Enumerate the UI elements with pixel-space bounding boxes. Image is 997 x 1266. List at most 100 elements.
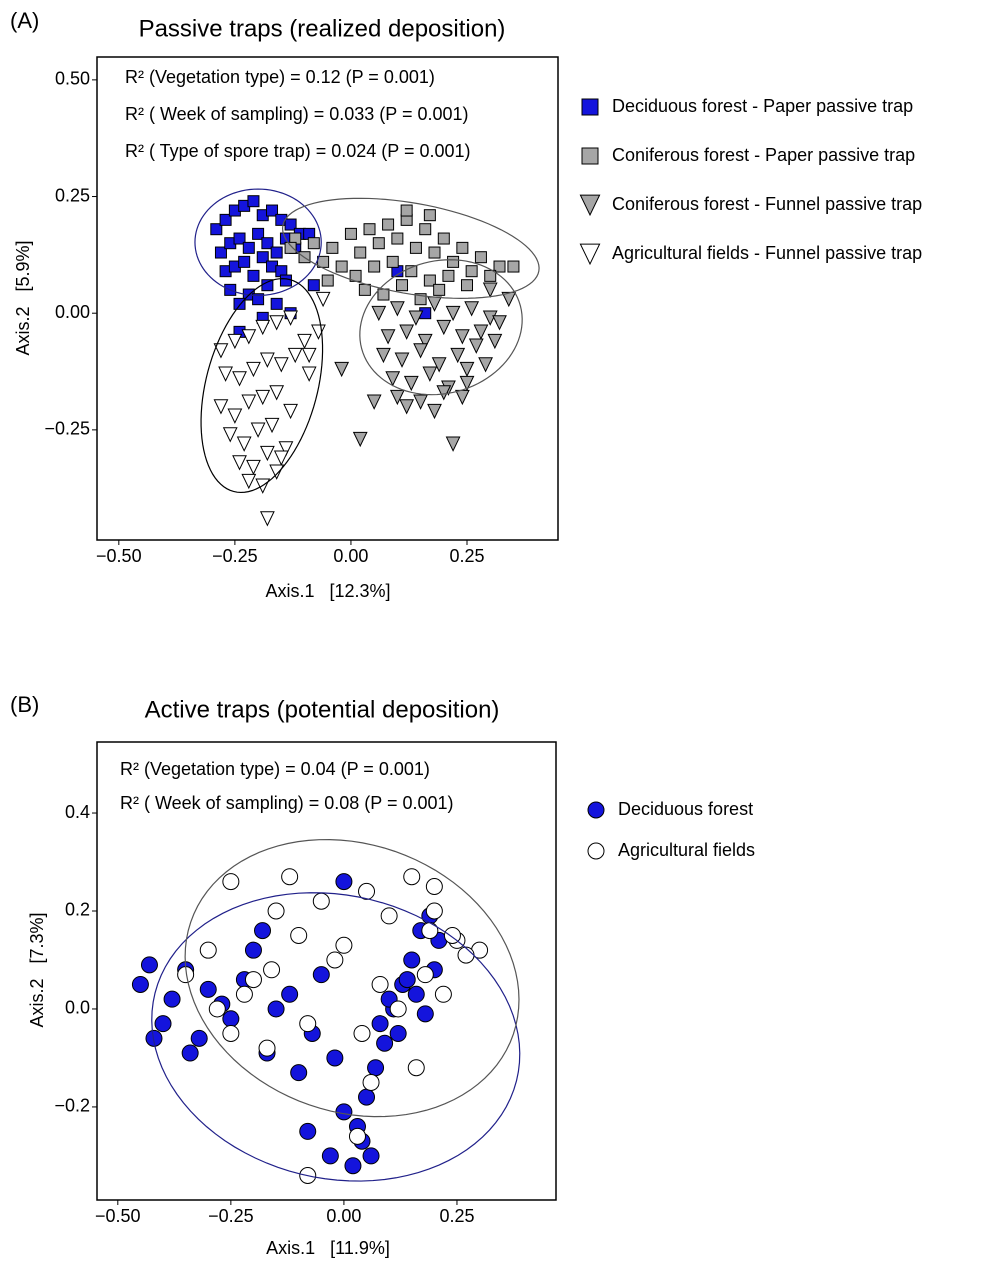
data-point xyxy=(380,329,396,345)
legend-label: Coniferous forest - Paper passive trap xyxy=(612,145,915,165)
data-point xyxy=(258,1039,276,1057)
legend-marker xyxy=(587,842,605,860)
data-point xyxy=(246,361,261,378)
y-tick-label: 0.50 xyxy=(55,69,90,89)
data-point xyxy=(437,232,450,245)
x-tick-label: 0.25 xyxy=(439,1206,474,1226)
x-tick-label: 0.25 xyxy=(449,546,484,566)
confidence-ellipse xyxy=(151,892,521,1182)
data-point xyxy=(358,882,376,900)
data-point xyxy=(307,279,320,292)
data-point xyxy=(409,241,422,254)
data-point xyxy=(299,1122,317,1140)
data-point xyxy=(233,297,246,310)
legend-marker xyxy=(579,243,601,266)
data-point xyxy=(484,269,497,282)
data-point xyxy=(468,338,484,354)
legend-label: Deciduous forest xyxy=(618,799,753,819)
legend-marker xyxy=(581,98,599,116)
data-point xyxy=(456,241,469,254)
y-tick-label: 0.25 xyxy=(55,185,90,205)
data-point xyxy=(352,431,368,448)
legend-marker xyxy=(579,194,601,217)
data-point xyxy=(290,1064,308,1082)
data-point xyxy=(473,324,489,340)
y-tick-label: 0.0 xyxy=(65,998,90,1018)
data-point xyxy=(190,1029,208,1047)
data-point xyxy=(278,441,294,457)
data-point xyxy=(459,375,475,392)
data-point xyxy=(492,315,507,331)
data-point xyxy=(461,279,474,292)
x-tick-label: −0.50 xyxy=(96,546,142,566)
data-point xyxy=(385,371,401,387)
data-point xyxy=(213,399,229,415)
data-point xyxy=(222,1010,240,1028)
data-point xyxy=(199,941,217,959)
data-point xyxy=(474,251,487,264)
data-point xyxy=(254,922,272,940)
data-point xyxy=(431,357,447,373)
data-point xyxy=(371,1015,389,1033)
data-point xyxy=(267,902,285,920)
y-tick-label: 0.2 xyxy=(65,900,90,920)
data-point xyxy=(214,246,227,259)
data-point xyxy=(442,269,455,282)
data-point xyxy=(459,361,475,378)
data-point xyxy=(326,1049,344,1067)
data-point xyxy=(269,385,285,401)
data-point xyxy=(423,209,436,222)
data-point xyxy=(447,255,460,268)
data-point xyxy=(222,427,238,443)
data-point xyxy=(252,227,265,240)
legend-marker xyxy=(587,801,605,819)
data-point xyxy=(222,873,240,891)
y-axis-label: Axis.2 [7.3%] xyxy=(27,912,47,1027)
data-point xyxy=(326,951,344,969)
data-point xyxy=(273,357,289,373)
data-point xyxy=(434,985,452,1003)
data-point xyxy=(377,288,390,301)
data-point xyxy=(321,274,334,287)
confidence-ellipse xyxy=(281,197,540,299)
data-point xyxy=(270,297,283,310)
data-point xyxy=(362,1147,380,1165)
x-tick-label: −0.25 xyxy=(212,546,258,566)
data-point xyxy=(445,305,461,322)
data-point xyxy=(358,1088,376,1106)
plot-frame xyxy=(96,741,557,1201)
data-point xyxy=(478,357,493,373)
data-point xyxy=(419,223,432,236)
data-point xyxy=(428,246,441,259)
data-point xyxy=(255,389,271,406)
data-point xyxy=(222,1024,240,1042)
data-point xyxy=(266,204,279,217)
data-point xyxy=(445,436,461,452)
data-point xyxy=(163,990,181,1008)
data-point xyxy=(247,269,260,282)
chart-title: Active traps (potential deposition) xyxy=(145,696,500,723)
data-point xyxy=(273,450,289,466)
data-point xyxy=(244,941,262,959)
x-axis-label: Axis.1 [12.3%] xyxy=(265,581,390,601)
data-point xyxy=(232,455,247,471)
data-point xyxy=(507,260,520,273)
annotation: R² ( Week of sampling) = 0.033 (P = 0.00… xyxy=(125,104,469,124)
data-point xyxy=(259,352,275,368)
data-point xyxy=(382,218,395,231)
data-point xyxy=(335,1103,353,1121)
chart-title: Passive traps (realized deposition) xyxy=(139,15,506,42)
data-point xyxy=(283,403,298,420)
data-point xyxy=(317,255,330,268)
data-point xyxy=(238,255,251,268)
data-point xyxy=(389,389,405,406)
y-tick-label: −0.25 xyxy=(44,419,90,439)
data-point xyxy=(233,232,246,245)
data-point xyxy=(247,195,260,208)
data-point xyxy=(348,1127,366,1145)
data-point xyxy=(279,274,292,287)
data-point xyxy=(371,975,389,993)
data-point xyxy=(255,319,271,336)
